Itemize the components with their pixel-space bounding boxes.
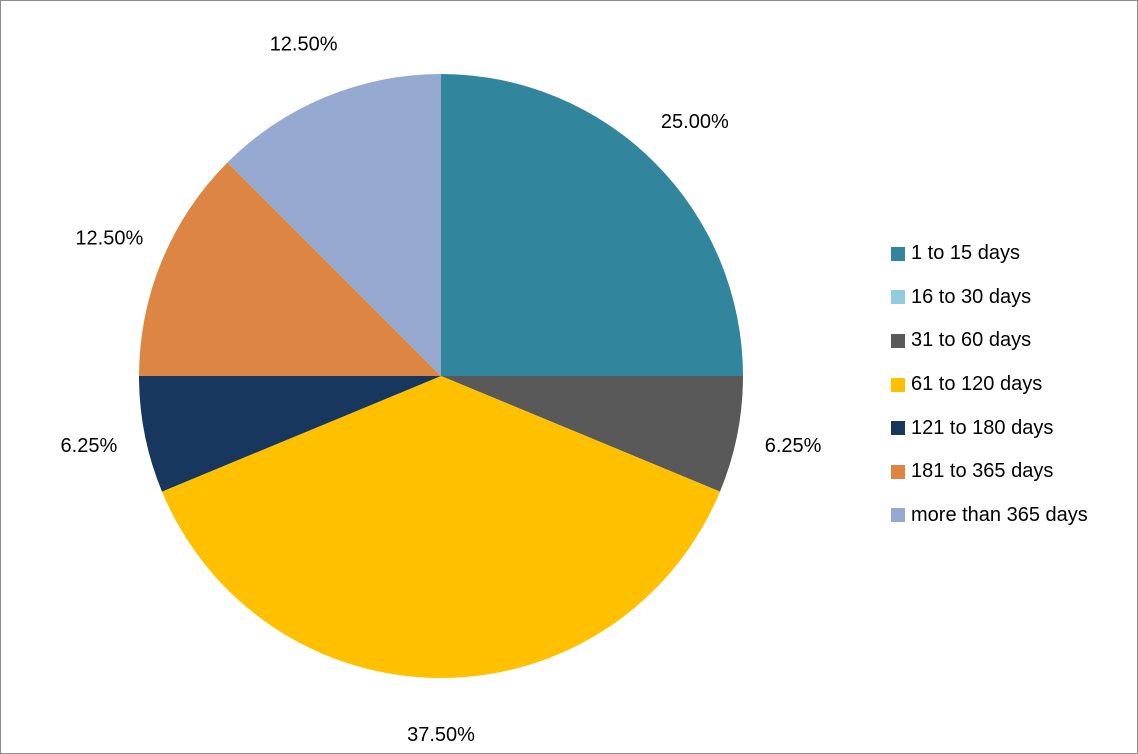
legend-item-121-to-180-days: 121 to 180 days: [891, 406, 1088, 450]
data-label-31-to-60-days: 6.25%: [765, 435, 822, 457]
legend-label: 181 to 365 days: [911, 460, 1054, 483]
legend-item-16-to-30-days: 16 to 30 days: [891, 276, 1088, 320]
legend-label: 61 to 120 days: [911, 373, 1043, 396]
legend-swatch: [891, 377, 905, 392]
legend-item-61-to-120-days: 61 to 120 days: [891, 363, 1088, 407]
legend-swatch: [891, 508, 905, 523]
legend-label: 1 to 15 days: [911, 242, 1020, 265]
data-label-181-to-365-days: 12.50%: [75, 228, 143, 250]
data-label-more-than-365-days: 12.50%: [270, 33, 338, 55]
data-label-1-to-15-days: 25.00%: [661, 111, 729, 133]
legend-item-31-to-60-days: 31 to 60 days: [891, 319, 1088, 363]
pie-slice-181-to-365-days: [139, 162, 441, 376]
legend-label: 16 to 30 days: [911, 285, 1032, 308]
pie-slice-61-to-120-days: [161, 376, 721, 678]
pie-slice-121-to-180-days: [139, 376, 441, 492]
legend-swatch: [891, 421, 905, 436]
legend-label: more than 365 days: [911, 503, 1088, 526]
legend-item-181-to-365-days: 181 to 365 days: [891, 450, 1088, 494]
legend-label: 31 to 60 days: [911, 329, 1032, 352]
data-label-61-to-120-days: 37.50%: [407, 724, 475, 746]
legend-item-more-than-365-days: more than 365 days: [891, 494, 1088, 538]
legend-swatch: [891, 333, 905, 348]
legend-swatch: [891, 290, 905, 305]
legend-label: 121 to 180 days: [911, 416, 1054, 439]
pie-slice-more-than-365-days: [227, 74, 441, 376]
data-label-121-to-180-days: 6.25%: [61, 435, 118, 457]
legend-swatch: [891, 246, 905, 261]
legend: 1 to 15 days 16 to 30 days 31 to 60 days 61…: [891, 232, 1088, 537]
legend-item-1-to-15-days: 1 to 15 days: [891, 232, 1088, 276]
pie-slice-31-to-60-days: [441, 376, 743, 492]
legend-swatch: [891, 464, 905, 479]
pie-slice-1-to-15-days: [441, 74, 743, 376]
